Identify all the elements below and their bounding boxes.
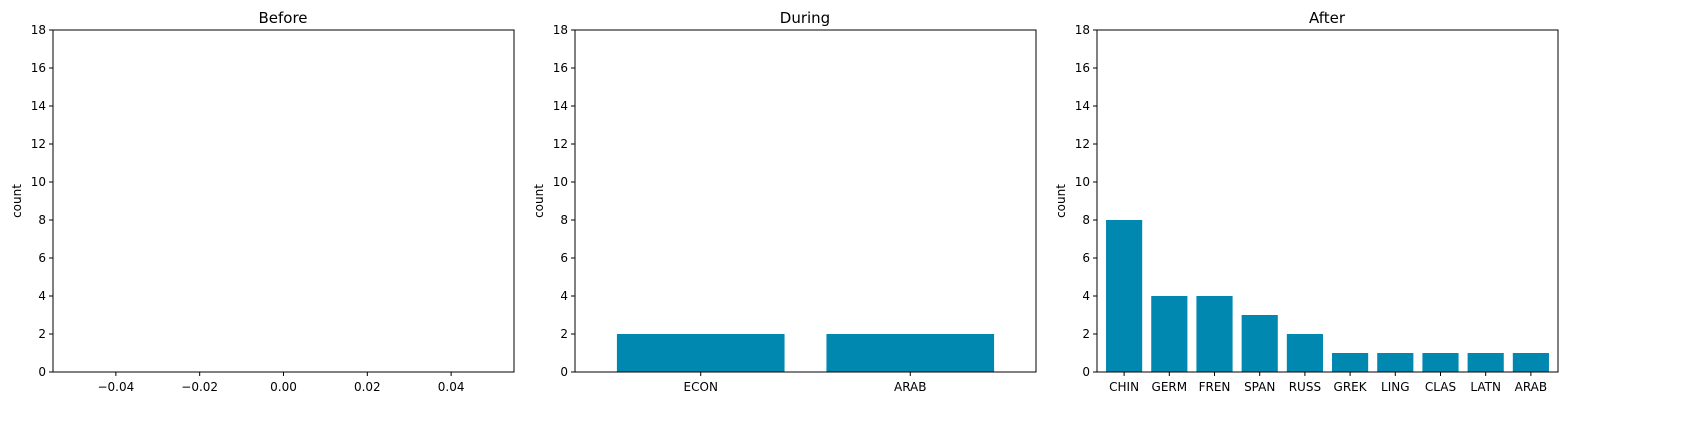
y-tick-label: 4 [560, 289, 568, 303]
y-tick-label: 10 [1075, 175, 1090, 189]
y-tick-label: 16 [31, 61, 46, 75]
x-tick-label: GREK [1334, 380, 1368, 394]
y-tick-label: 0 [560, 365, 568, 379]
y-axis-label: count [532, 184, 546, 218]
y-tick-label: 2 [560, 327, 568, 341]
x-tick-label: LATN [1470, 380, 1501, 394]
y-tick-label: 4 [1082, 289, 1090, 303]
y-tick-label: 18 [553, 23, 568, 37]
plot-area: −0.04 −0.02 0.00 0.02 0.04 0 2 4 6 8 10 12 14 16 18 [31, 23, 515, 394]
bar-fren [1196, 296, 1233, 372]
y-tick-label: 18 [31, 23, 46, 37]
x-tick-label: 0.02 [354, 380, 381, 394]
subplot-title: Before [258, 9, 307, 27]
y-tick-label: 10 [31, 175, 46, 189]
bar-econ [616, 334, 785, 372]
x-tick-label: CLAS [1425, 380, 1456, 394]
bar-grek [1332, 353, 1369, 372]
x-tick-label: LING [1381, 380, 1410, 394]
plot-area: ECON ARAB 0 2 4 6 8 10 12 14 16 18 [553, 23, 1037, 394]
bar-russ [1286, 334, 1323, 372]
bar-clas [1422, 353, 1459, 372]
y-axis-label: count [10, 184, 24, 218]
y-tick-label: 14 [553, 99, 568, 113]
bar-arab [826, 334, 995, 372]
y-tick-label: 18 [1075, 23, 1090, 37]
y-tick-label: 14 [31, 99, 46, 113]
y-tick-label: 8 [38, 213, 46, 227]
subplot-during: During count ECON ARAB 0 2 4 6 8 10 12 14 16 18 [532, 9, 1037, 394]
y-tick-label: 14 [1075, 99, 1090, 113]
y-tick-label: 4 [38, 289, 46, 303]
subplot-after: After count CHIN GERM FREN SPAN RUSS GREK LING… [1054, 9, 1559, 394]
y-tick-label: 16 [553, 61, 568, 75]
y-tick-label: 2 [38, 327, 46, 341]
x-tick-label: ARAB [1515, 380, 1548, 394]
x-tick-label: CHIN [1109, 380, 1139, 394]
bar-latn [1467, 353, 1504, 372]
x-tick-label: FREN [1199, 380, 1231, 394]
bar-ling [1377, 353, 1414, 372]
x-tick-label: ARAB [894, 380, 927, 394]
y-tick-label: 12 [31, 137, 46, 151]
y-tick-label: 2 [1082, 327, 1090, 341]
y-tick-label: 0 [38, 365, 46, 379]
y-axis-label: count [1054, 184, 1068, 218]
axes-frame [52, 29, 515, 373]
y-tick-label: 10 [553, 175, 568, 189]
y-tick-label: 12 [553, 137, 568, 151]
x-tick-label: ECON [684, 380, 718, 394]
bar-chin [1106, 220, 1143, 372]
y-tick-label: 0 [1082, 365, 1090, 379]
y-tick-label: 8 [1082, 213, 1090, 227]
x-tick-label: −0.04 [97, 380, 134, 394]
subplot-title: During [780, 9, 830, 27]
axes-frame [1096, 29, 1559, 373]
x-tick-label: 0.00 [270, 380, 297, 394]
plot-area: CHIN GERM FREN SPAN RUSS GREK LING CLAS LATN ARAB… [1075, 23, 1559, 394]
y-tick-label: 6 [1082, 251, 1090, 265]
x-tick-label: −0.02 [181, 380, 218, 394]
subplot-before: Before count −0.04 −0.02 0.00 0.02 0.04 0 2 4 6 8… [10, 9, 515, 394]
x-tick-label: SPAN [1244, 380, 1275, 394]
y-tick-label: 6 [560, 251, 568, 265]
subplot-title: After [1309, 9, 1346, 27]
bar-germ [1151, 296, 1188, 372]
y-tick-label: 12 [1075, 137, 1090, 151]
x-tick-label: GERM [1152, 380, 1188, 394]
x-tick-label: RUSS [1289, 380, 1321, 394]
y-tick-label: 6 [38, 251, 46, 265]
axes-frame [574, 29, 1037, 373]
y-tick-label: 8 [560, 213, 568, 227]
y-tick-label: 16 [1075, 61, 1090, 75]
bar-span [1241, 315, 1278, 372]
bar-arab [1512, 353, 1549, 372]
x-tick-label: 0.04 [438, 380, 465, 394]
